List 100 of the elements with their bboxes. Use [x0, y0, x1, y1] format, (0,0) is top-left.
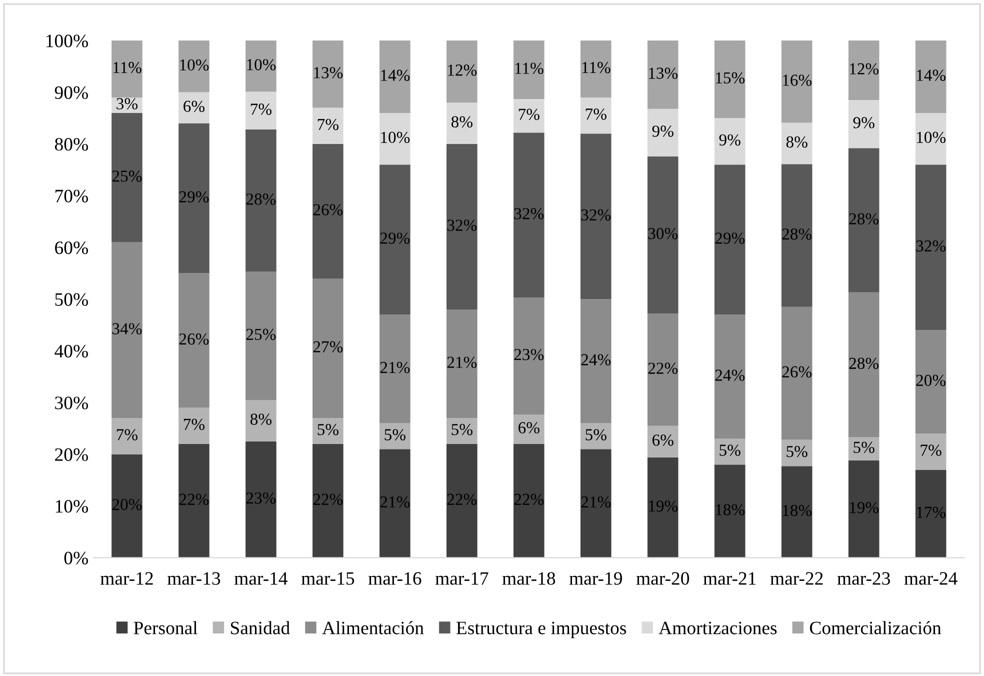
bar — [246, 130, 276, 272]
bar — [781, 306, 812, 440]
bar — [112, 454, 142, 558]
data-label: 5% — [786, 446, 808, 458]
bar — [915, 330, 946, 434]
bar — [848, 100, 880, 148]
bar — [178, 444, 210, 558]
data-label: 21% — [447, 356, 477, 368]
bar — [380, 112, 410, 165]
y-tick-label: 20% — [55, 448, 88, 462]
data-label: 9% — [719, 134, 740, 146]
data-label: 20% — [112, 498, 142, 510]
y-tick-label: 50% — [55, 293, 88, 306]
y-tick-label: 30% — [55, 396, 88, 410]
bar — [714, 164, 746, 315]
legend-label: Alimentación — [322, 621, 424, 634]
data-label: 13% — [649, 68, 678, 79]
data-label: 7% — [518, 108, 540, 120]
bar — [380, 164, 410, 315]
data-label: 8% — [250, 414, 272, 425]
data-label: 5% — [384, 429, 406, 440]
data-label: 18% — [716, 504, 745, 516]
bar — [312, 144, 344, 278]
data-label: 19% — [649, 500, 678, 512]
data-label: 8% — [451, 116, 472, 128]
data-label: 24% — [581, 354, 611, 366]
bar — [380, 449, 410, 558]
bar — [312, 108, 344, 144]
bar — [781, 40, 812, 123]
data-label: 12% — [850, 63, 879, 75]
data-label: 6% — [518, 422, 540, 434]
data-label: 8% — [786, 136, 808, 148]
data-label: 23% — [514, 348, 544, 360]
x-tick-label: mar-17 — [435, 572, 488, 585]
x-tick-label: mar-12 — [100, 572, 153, 585]
bar — [647, 40, 678, 109]
legend-label: Sanidad — [230, 621, 290, 634]
bar — [848, 460, 880, 558]
bar — [446, 444, 478, 558]
bar — [513, 444, 544, 558]
legend-label: Amortizaciones — [658, 622, 777, 634]
data-label: 25% — [246, 328, 276, 340]
data-label: 17% — [917, 506, 946, 518]
data-label: 29% — [715, 232, 745, 244]
x-tick-label: mar-13 — [167, 572, 220, 585]
bar — [446, 309, 478, 418]
x-tick-label: mar-15 — [301, 572, 354, 585]
data-label: 14% — [917, 70, 946, 81]
bar — [714, 40, 746, 118]
bar — [246, 441, 276, 558]
bar — [112, 112, 142, 242]
data-label: 29% — [179, 191, 209, 203]
bar — [580, 299, 612, 424]
bar — [714, 438, 746, 465]
data-label: 20% — [916, 374, 946, 386]
data-label: 10% — [180, 59, 209, 71]
x-tick-label: mar-22 — [770, 572, 823, 585]
bar — [446, 418, 478, 444]
data-label: 22% — [313, 494, 343, 506]
data-label: 34% — [112, 323, 142, 334]
bar — [513, 132, 544, 298]
bar — [848, 437, 880, 460]
y-tick-label: 10% — [56, 500, 88, 513]
bar — [915, 112, 946, 165]
bar — [647, 108, 678, 156]
bar — [112, 242, 142, 418]
data-label: 22% — [648, 362, 678, 374]
data-label: 11% — [113, 62, 142, 74]
bar — [580, 423, 612, 450]
y-tick-label: 80% — [54, 138, 88, 151]
data-label: 5% — [452, 424, 472, 436]
bar — [915, 40, 946, 113]
data-label: 21% — [380, 496, 410, 508]
bar — [580, 134, 612, 300]
data-label: 13% — [314, 67, 343, 78]
bar — [714, 464, 746, 558]
data-label: 6% — [652, 434, 674, 446]
bar — [112, 40, 142, 98]
data-label: 7% — [184, 418, 204, 430]
bar — [513, 40, 544, 99]
y-tick-label: 100% — [46, 34, 88, 48]
data-label: 7% — [920, 444, 942, 456]
data-label: 19% — [850, 502, 879, 514]
bar — [380, 314, 410, 424]
data-label: 16% — [783, 74, 812, 86]
data-label: 11% — [582, 62, 610, 74]
x-tick-label: mar-23 — [837, 572, 890, 585]
y-tick-label: 90% — [54, 86, 88, 100]
legend-label: Estructura e impuestos — [456, 622, 626, 638]
data-label: 21% — [380, 362, 410, 374]
data-label: 7% — [250, 104, 272, 115]
bar — [446, 144, 478, 310]
bar — [580, 40, 612, 98]
bar — [915, 164, 946, 330]
bar — [513, 298, 544, 414]
bar — [312, 444, 344, 558]
data-label: 29% — [380, 232, 410, 244]
bar — [647, 426, 678, 458]
x-tick-label: mar-24 — [904, 572, 958, 585]
data-label: 3% — [116, 98, 138, 110]
